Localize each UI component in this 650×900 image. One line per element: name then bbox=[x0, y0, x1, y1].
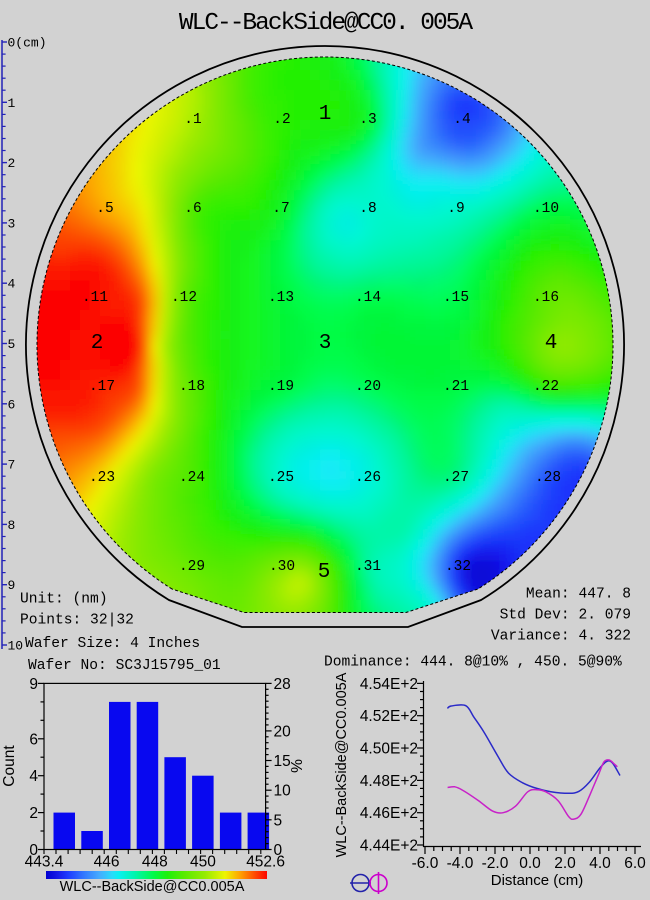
svg-text:2: 2 bbox=[91, 332, 104, 355]
svg-text:.20: .20 bbox=[355, 379, 381, 395]
svg-text:.29: .29 bbox=[179, 559, 205, 575]
svg-text:Wafer Size: 4 Inches: Wafer Size: 4 Inches bbox=[25, 636, 200, 652]
svg-text:446: 446 bbox=[94, 854, 120, 871]
svg-text:443.4: 443.4 bbox=[25, 854, 64, 871]
svg-text:1: 1 bbox=[8, 96, 16, 111]
svg-text:0.0: 0.0 bbox=[519, 855, 541, 872]
svg-text:.15: .15 bbox=[443, 290, 469, 306]
svg-text:6.0: 6.0 bbox=[624, 855, 646, 872]
svg-text:4: 4 bbox=[29, 768, 38, 785]
svg-text:2.0: 2.0 bbox=[554, 855, 576, 872]
svg-text:0: 0 bbox=[274, 842, 283, 859]
svg-text:7: 7 bbox=[8, 458, 16, 473]
svg-text:.31: .31 bbox=[355, 559, 381, 575]
svg-text:.26: .26 bbox=[355, 470, 381, 486]
svg-text:.23: .23 bbox=[89, 470, 115, 486]
svg-text:9: 9 bbox=[8, 578, 16, 593]
svg-text:4.52E+2: 4.52E+2 bbox=[360, 708, 418, 725]
svg-text:4.44E+2: 4.44E+2 bbox=[360, 838, 418, 855]
svg-text:4.0: 4.0 bbox=[589, 855, 611, 872]
svg-text:Variance: 4. 322: Variance: 4. 322 bbox=[491, 629, 631, 645]
svg-text:.14: .14 bbox=[355, 290, 381, 306]
svg-text:.12: .12 bbox=[171, 290, 197, 306]
svg-text:.2: .2 bbox=[273, 112, 290, 128]
svg-text:3: 3 bbox=[319, 332, 332, 355]
svg-text:.1: .1 bbox=[184, 112, 201, 128]
svg-text:.6: .6 bbox=[184, 201, 201, 217]
svg-text:5: 5 bbox=[318, 561, 331, 584]
svg-text:.27: .27 bbox=[443, 470, 469, 486]
svg-text:2: 2 bbox=[29, 805, 38, 822]
svg-text:.25: .25 bbox=[268, 470, 294, 486]
svg-text:.21: .21 bbox=[443, 379, 469, 395]
svg-text:452.6: 452.6 bbox=[246, 854, 285, 871]
svg-text:Unit: (nm): Unit: (nm) bbox=[20, 592, 108, 608]
svg-text:.18: .18 bbox=[179, 379, 205, 395]
svg-text:.10: .10 bbox=[533, 201, 559, 217]
svg-text:8: 8 bbox=[8, 518, 16, 533]
svg-text:6: 6 bbox=[8, 397, 16, 412]
svg-text:Count: Count bbox=[1, 745, 18, 787]
svg-text:0(cm): 0(cm) bbox=[8, 36, 47, 51]
svg-text:28: 28 bbox=[274, 676, 291, 693]
svg-text:20: 20 bbox=[274, 723, 292, 740]
svg-text:-6.0: -6.0 bbox=[412, 855, 439, 872]
svg-text:5: 5 bbox=[274, 812, 283, 829]
svg-text:.24: .24 bbox=[179, 470, 205, 486]
svg-text:.28: .28 bbox=[535, 470, 561, 486]
svg-text:.11: .11 bbox=[82, 290, 108, 306]
svg-text:-4.0: -4.0 bbox=[447, 855, 474, 872]
svg-text:.19: .19 bbox=[268, 379, 294, 395]
svg-text:0: 0 bbox=[29, 842, 38, 859]
svg-text:10: 10 bbox=[274, 783, 292, 800]
svg-text:-2.0: -2.0 bbox=[482, 855, 509, 872]
svg-text:5: 5 bbox=[8, 337, 16, 352]
svg-text:1: 1 bbox=[319, 103, 332, 126]
svg-text:10: 10 bbox=[8, 639, 24, 654]
svg-text:.32: .32 bbox=[445, 559, 471, 575]
svg-text:.13: .13 bbox=[268, 290, 294, 306]
svg-text:Points: 32|32: Points: 32|32 bbox=[20, 613, 134, 629]
svg-text:.8: .8 bbox=[359, 201, 376, 217]
svg-text:.4: .4 bbox=[453, 112, 470, 128]
svg-text:.30: .30 bbox=[269, 559, 295, 575]
svg-text:3: 3 bbox=[8, 216, 16, 231]
svg-text:Std Dev: 2. 079: Std Dev: 2. 079 bbox=[500, 608, 631, 624]
svg-text:Distance (cm): Distance (cm) bbox=[491, 872, 584, 889]
svg-text:6: 6 bbox=[29, 731, 38, 748]
svg-text:.9: .9 bbox=[447, 201, 464, 217]
svg-text:.17: .17 bbox=[89, 379, 115, 395]
svg-text:.5: .5 bbox=[96, 201, 113, 217]
svg-text:Mean: 447. 8: Mean: 447. 8 bbox=[526, 587, 631, 603]
svg-text:.16: .16 bbox=[533, 290, 559, 306]
svg-text:WLC--BackSide@CC0.005A: WLC--BackSide@CC0.005A bbox=[60, 879, 245, 895]
svg-text:4: 4 bbox=[545, 332, 558, 355]
svg-text:9: 9 bbox=[29, 676, 38, 693]
svg-text:448: 448 bbox=[142, 854, 168, 871]
svg-text:4: 4 bbox=[8, 277, 16, 292]
svg-text:2: 2 bbox=[8, 156, 16, 171]
svg-text:WLC--BackSide@CC0.005A: WLC--BackSide@CC0.005A bbox=[334, 672, 350, 857]
svg-text:4.46E+2: 4.46E+2 bbox=[360, 805, 418, 822]
svg-text:.7: .7 bbox=[272, 201, 289, 217]
svg-text:Dominance: 444. 8@10% , 450. 5: Dominance: 444. 8@10% , 450. 5@90% bbox=[324, 655, 622, 671]
svg-text:15: 15 bbox=[274, 753, 291, 770]
svg-text:4.50E+2: 4.50E+2 bbox=[360, 741, 418, 758]
svg-text:.3: .3 bbox=[359, 112, 376, 128]
svg-text:4.54E+2: 4.54E+2 bbox=[360, 676, 418, 693]
svg-text:.22: .22 bbox=[533, 379, 559, 395]
svg-text:4.48E+2: 4.48E+2 bbox=[360, 773, 418, 790]
svg-text:WLC--BackSide@CC0. 005A: WLC--BackSide@CC0. 005A bbox=[179, 10, 473, 37]
svg-text:450: 450 bbox=[190, 854, 216, 871]
svg-text:%: % bbox=[289, 759, 306, 773]
svg-text:Wafer No: SC3J15795_01: Wafer No: SC3J15795_01 bbox=[28, 658, 221, 674]
